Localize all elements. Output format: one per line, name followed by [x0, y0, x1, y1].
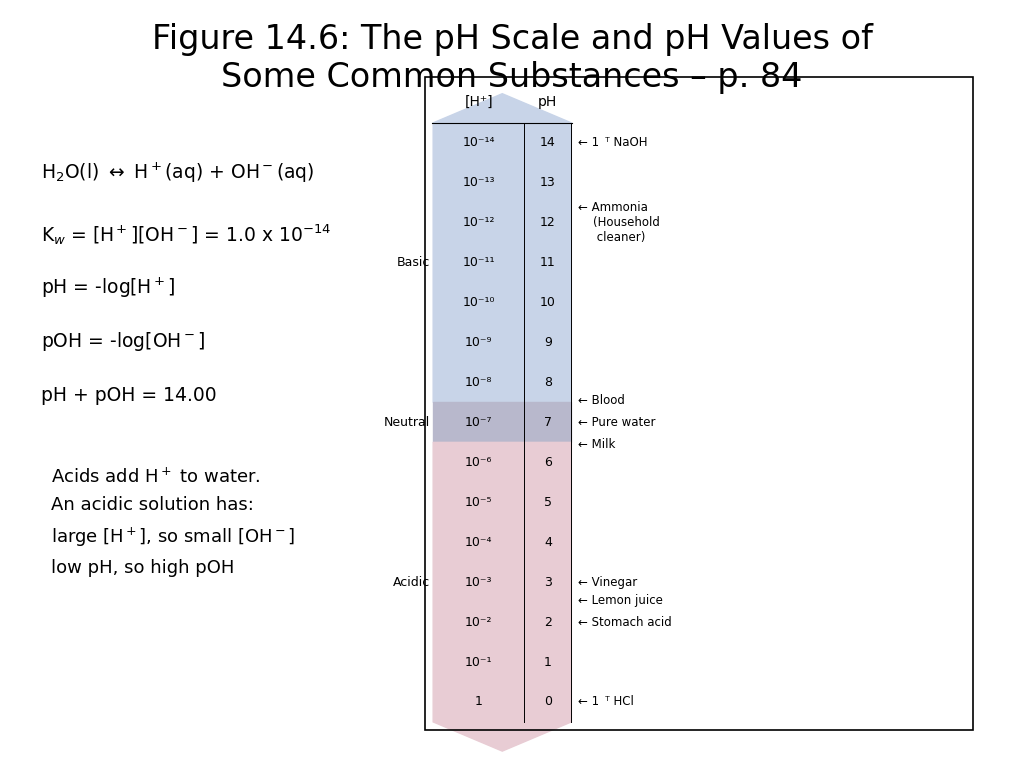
Text: 10⁻⁶: 10⁻⁶	[465, 456, 493, 468]
Text: ← Pure water: ← Pure water	[578, 416, 655, 429]
Text: [H⁺]: [H⁺]	[465, 94, 493, 109]
Text: 1: 1	[544, 656, 552, 668]
Text: Basic: Basic	[396, 257, 430, 269]
Text: ← 1  ᵀ HCl: ← 1 ᵀ HCl	[578, 696, 634, 708]
Text: 10⁻¹: 10⁻¹	[465, 656, 493, 668]
Text: ← Vinegar: ← Vinegar	[578, 576, 637, 588]
Text: 8: 8	[544, 376, 552, 389]
Text: ← Ammonia
    (Household
     cleaner): ← Ammonia (Household cleaner)	[578, 201, 659, 244]
Text: 2: 2	[544, 616, 552, 628]
Text: pH + pOH = 14.00: pH + pOH = 14.00	[41, 386, 217, 405]
Bar	[425, 77, 973, 730]
Text: 10⁻⁷: 10⁻⁷	[465, 416, 493, 429]
Text: 7: 7	[544, 416, 552, 429]
FancyArrow shape	[433, 442, 571, 751]
Text: 0: 0	[544, 696, 552, 708]
Text: 10⁻¹⁴: 10⁻¹⁴	[463, 137, 495, 149]
Text: 10⁻⁹: 10⁻⁹	[465, 336, 493, 349]
Text: 5: 5	[544, 496, 552, 508]
Text: Neutral: Neutral	[384, 416, 430, 429]
Text: 6: 6	[544, 456, 552, 468]
Text: 4: 4	[544, 536, 552, 548]
Text: 10⁻¹²: 10⁻¹²	[463, 217, 495, 229]
Text: pH: pH	[539, 94, 557, 109]
Text: 1: 1	[475, 696, 482, 708]
Text: 10: 10	[540, 296, 556, 309]
Text: 13: 13	[540, 177, 556, 189]
Text: 10⁻¹¹: 10⁻¹¹	[463, 257, 495, 269]
Text: 10⁻¹³: 10⁻¹³	[463, 177, 495, 189]
Text: 10⁻⁴: 10⁻⁴	[465, 536, 493, 548]
Text: ← Stomach acid: ← Stomach acid	[578, 616, 672, 628]
Text: 10⁻¹⁰: 10⁻¹⁰	[463, 296, 495, 309]
Text: 12: 12	[540, 217, 556, 229]
Text: 10⁻³: 10⁻³	[465, 576, 493, 588]
Text: 14: 14	[540, 137, 556, 149]
Text: 10⁻⁸: 10⁻⁸	[465, 376, 493, 389]
Text: Acidic: Acidic	[393, 576, 430, 588]
Text: H$_2$O(l) $\leftrightarrow$ H$^+$(aq) + OH$^-$(aq): H$_2$O(l) $\leftrightarrow$ H$^+$(aq) + …	[41, 161, 314, 185]
Text: ← Blood: ← Blood	[578, 394, 625, 407]
Text: 11: 11	[540, 257, 556, 269]
Text: 9: 9	[544, 336, 552, 349]
Bar	[433, 402, 571, 442]
Text: K$_w$ = [H$^+$][OH$^-$] = 1.0 x 10$^{-14}$: K$_w$ = [H$^+$][OH$^-$] = 1.0 x 10$^{-14…	[41, 222, 331, 247]
Text: ← Milk: ← Milk	[578, 438, 614, 451]
FancyArrow shape	[433, 94, 571, 402]
Text: 3: 3	[544, 576, 552, 588]
Text: pOH = -log[OH$^-$]: pOH = -log[OH$^-$]	[41, 330, 206, 353]
Text: ← Lemon juice: ← Lemon juice	[578, 594, 663, 607]
Text: pH = -log[H$^+$]: pH = -log[H$^+$]	[41, 276, 175, 300]
Text: 10⁻⁵: 10⁻⁵	[465, 496, 493, 508]
Text: Acids add H$^+$ to water.
An acidic solution has:
large [H$^+$], so small [OH$^-: Acids add H$^+$ to water. An acidic solu…	[51, 467, 296, 578]
Text: Figure 14.6: The pH Scale and pH Values of
Some Common Substances – p. 84: Figure 14.6: The pH Scale and pH Values …	[152, 23, 872, 94]
Text: ← 1  ᵀ NaOH: ← 1 ᵀ NaOH	[578, 137, 647, 149]
Text: 10⁻²: 10⁻²	[465, 616, 493, 628]
